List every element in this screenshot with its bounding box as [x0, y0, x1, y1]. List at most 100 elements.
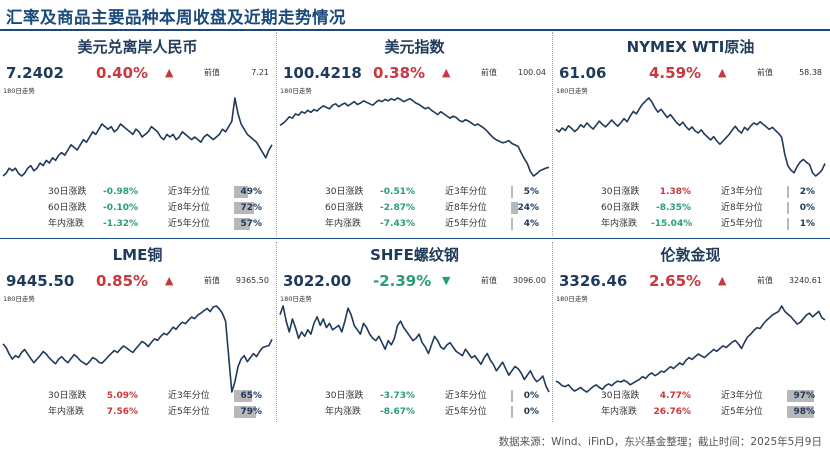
up-arrow-icon: ▲	[442, 66, 451, 79]
latest-value: 9445.50	[6, 272, 75, 290]
stats-row: 30日涨跌 1.38% 近3年分位 2%	[553, 184, 828, 200]
panel-header: 7.2402 0.40% ▲ 前值 7.21	[0, 62, 275, 84]
stat-label: 60日涨跌	[325, 203, 364, 213]
percentile-bar	[787, 406, 815, 418]
stat-label: 30日涨跌	[325, 391, 364, 401]
prev-value: 9365.50	[235, 276, 269, 285]
percentile-value: 0%	[523, 407, 539, 417]
latest-value: 3022.00	[283, 272, 352, 290]
stat-label: 30日涨跌	[601, 187, 640, 197]
prev-label: 前值	[481, 276, 497, 285]
weekly-change: 0.85%	[96, 272, 149, 290]
stat-label: 60日涨跌	[601, 203, 640, 213]
percentile-value: 0%	[523, 391, 539, 401]
stat-value: -0.98%	[103, 187, 138, 197]
percentile-bar	[511, 218, 513, 230]
stats-row: 60日涨跌 -0.10% 近8年分位 72%	[0, 200, 275, 216]
percentile-label: 近3年分位	[445, 391, 487, 401]
panel: 美元指数 100.4218 0.38% ▲ 前值 100.04 180日走势 30日涨跌 -0.…	[277, 34, 552, 232]
prev-label: 前值	[204, 276, 220, 285]
stats-row: 年内涨跌 -15.04% 近5年分位 1%	[553, 216, 828, 232]
percentile-bar	[787, 186, 789, 198]
latest-value: 61.06	[559, 64, 607, 82]
percentile-bar	[511, 186, 513, 198]
percentile-label: 近8年分位	[721, 203, 763, 213]
panel-title: 美元兑离岸人民币	[77, 38, 198, 56]
percentile-value: 79%	[240, 407, 262, 417]
panel-header: 100.4218 0.38% ▲ 前值 100.04	[277, 62, 552, 84]
percentile-bar	[787, 218, 789, 230]
percentile-label: 近5年分位	[168, 219, 210, 229]
stat-label: 60日涨跌	[48, 203, 87, 213]
trend-label: 180日走势	[280, 86, 312, 95]
stat-label: 年内涨跌	[48, 219, 85, 229]
prev-label: 前值	[481, 68, 497, 77]
stats-row: 年内涨跌 26.76% 近5年分位 98%	[553, 404, 828, 420]
up-arrow-icon: ▲	[718, 66, 727, 79]
panel-header: 61.06 4.59% ▲ 前值 58.38	[553, 62, 828, 84]
percentile-bar	[234, 218, 250, 230]
stat-label: 30日涨跌	[48, 187, 87, 197]
percentile-value: 97%	[793, 391, 815, 401]
latest-value: 3326.46	[559, 272, 628, 290]
series-line	[2, 97, 273, 177]
percentile-value: 0%	[799, 203, 815, 213]
percentile-bar	[787, 390, 815, 402]
prev-value: 100.04	[518, 68, 546, 77]
panel: 美元兑离岸人民币 7.2402 0.40% ▲ 前值 7.21 180日走势 30日涨跌 -0.…	[0, 34, 275, 232]
row-rule	[0, 238, 830, 239]
trend-label: 180日走势	[3, 294, 35, 303]
stat-value: -0.10%	[103, 203, 138, 213]
title-rule	[0, 29, 830, 31]
percentile-value: 24%	[517, 203, 539, 213]
stat-value: -3.73%	[380, 391, 415, 401]
trend-label: 180日走势	[3, 86, 35, 95]
percentile-value: 65%	[240, 391, 262, 401]
prev-label: 前值	[757, 276, 773, 285]
percentile-bar	[234, 406, 257, 418]
stat-label: 年内涨跌	[325, 219, 362, 229]
stats-row: 60日涨跌 -8.35% 近8年分位 0%	[553, 200, 828, 216]
percentile-value: 57%	[240, 219, 262, 229]
panel-title: LME铜	[112, 246, 163, 264]
percentile-value: 4%	[523, 219, 539, 229]
percentile-value: 1%	[799, 219, 815, 229]
stat-value: 7.56%	[106, 407, 138, 417]
stat-value: -8.35%	[656, 203, 691, 213]
stats-row: 30日涨跌 5.09% 近3年分位 65%	[0, 388, 275, 404]
panel-title: 伦敦金现	[660, 246, 721, 264]
panel-title: 美元指数	[384, 38, 445, 56]
stat-value: -2.87%	[380, 203, 415, 213]
trend-label: 180日走势	[556, 86, 588, 95]
trend-chart: 180日走势	[279, 86, 550, 177]
stat-label: 30日涨跌	[601, 391, 640, 401]
stats-row: 年内涨跌 -7.43% 近5年分位 4%	[277, 216, 552, 232]
percentile-label: 近5年分位	[445, 219, 487, 229]
latest-value: 7.2402	[6, 64, 64, 82]
prev-label: 前值	[757, 68, 773, 77]
down-arrow-icon: ▼	[442, 274, 451, 287]
percentile-value: 72%	[240, 203, 262, 213]
stat-label: 年内涨跌	[601, 407, 638, 417]
stats-row: 30日涨跌 -3.73% 近3年分位 0%	[277, 388, 552, 404]
trend-label: 180日走势	[556, 294, 588, 303]
percentile-bar	[511, 406, 513, 418]
stat-value: -7.43%	[380, 219, 415, 229]
stat-value: -8.67%	[380, 407, 415, 417]
panel-header: 3022.00 -2.39% ▼ 前值 3096.00	[277, 270, 552, 292]
percentile-label: 近8年分位	[168, 203, 210, 213]
stat-label: 年内涨跌	[325, 407, 362, 417]
prev-value: 3096.00	[512, 276, 546, 285]
stats-row: 30日涨跌 -0.98% 近3年分位 49%	[0, 184, 275, 200]
percentile-bar	[234, 202, 255, 214]
weekly-change: -2.39%	[373, 272, 432, 290]
series-line	[2, 305, 273, 393]
percentile-label: 近3年分位	[721, 391, 763, 401]
stat-label: 年内涨跌	[48, 407, 85, 417]
weekly-change: 0.40%	[96, 64, 149, 82]
panel-header: 9445.50 0.85% ▲ 前值 9365.50	[0, 270, 275, 292]
up-arrow-icon: ▲	[165, 274, 174, 287]
trend-chart: 180日走势	[2, 86, 273, 177]
panel-header: 3326.46 2.65% ▲ 前值 3240.61	[553, 270, 828, 292]
weekly-change: 2.65%	[649, 272, 702, 290]
